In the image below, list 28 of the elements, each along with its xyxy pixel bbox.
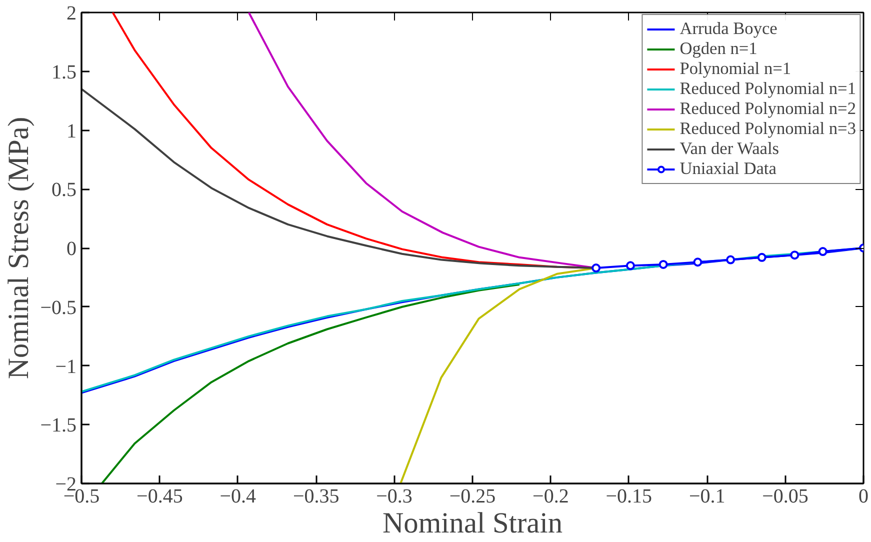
x-tick-label: −0.3: [376, 486, 412, 508]
x-tick-label: −0.4: [220, 486, 256, 508]
legend-label: Ogden n=1: [680, 39, 758, 59]
legend-label: Arruda Boyce: [680, 19, 778, 39]
x-tick-label: −0.45: [136, 486, 183, 508]
y-tick-label: −0.5: [40, 296, 76, 319]
y-tick-label: 0.5: [52, 179, 76, 202]
x-tick-label: −0.35: [292, 486, 340, 508]
x-tick-label: −0.2: [532, 486, 569, 508]
x-axis-title: Nominal Strain: [382, 508, 563, 540]
y-tick-label: −1.5: [40, 414, 76, 437]
y-tick-label: 1.5: [52, 61, 76, 84]
y-tick-label: −1: [55, 356, 76, 378]
x-tick-label: −0.1: [688, 486, 726, 508]
legend-label: Van der Waals: [680, 139, 780, 159]
y-axis-title: Nominal Stress (MPa): [3, 116, 36, 380]
legend-label: Reduced Polynomial n=2: [680, 99, 856, 119]
x-tick-label: −0.15: [606, 486, 652, 508]
legend-label: Reduced Polynomial n=1: [680, 79, 856, 99]
x-tick-label: −0.05: [762, 486, 808, 508]
legend-label: Polynomial n=1: [680, 59, 792, 79]
y-tick-label: 0: [66, 238, 76, 260]
y-tick-label: 2: [66, 2, 76, 24]
x-tick-label: −0.25: [449, 486, 496, 508]
x-tick-label: 0: [858, 486, 868, 508]
legend-label: Uniaxial Data: [680, 159, 776, 179]
legend-label: Reduced Polynomial n=3: [680, 119, 856, 139]
y-tick-label: 1: [66, 120, 76, 142]
